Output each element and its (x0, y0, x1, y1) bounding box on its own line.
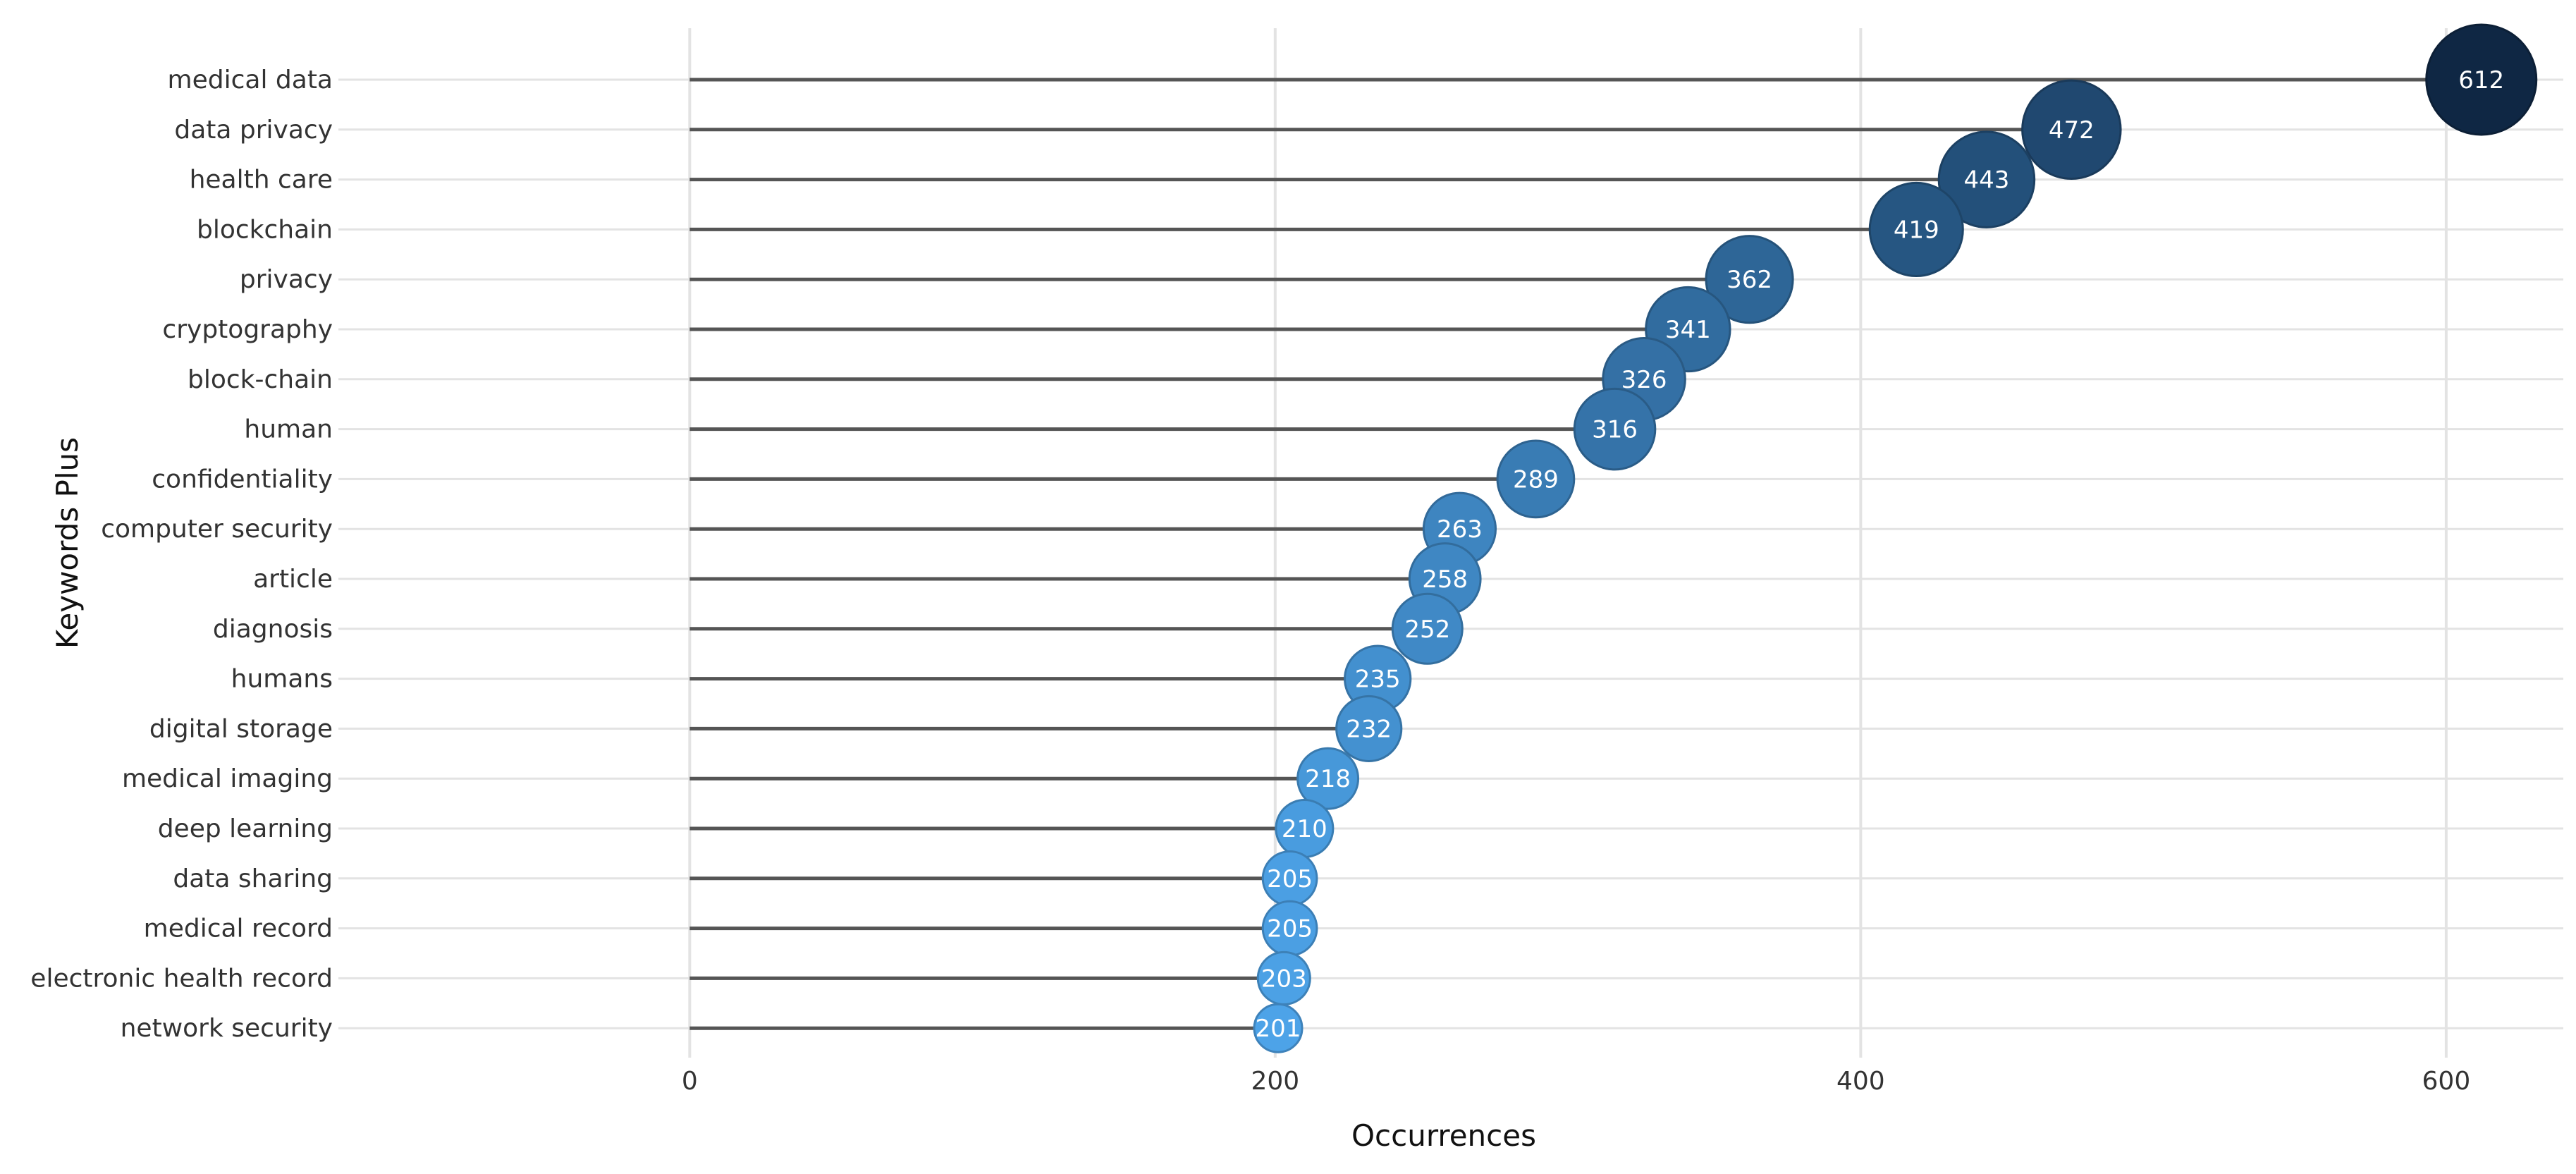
data-label: 201 (1256, 1015, 1301, 1043)
y-tick-label: block-chain (188, 365, 333, 394)
data-label: 235 (1355, 666, 1401, 694)
data-label: 232 (1346, 715, 1392, 743)
y-tick-label: medical data (168, 66, 333, 94)
y-tick-label: data privacy (174, 116, 333, 145)
lollipop-stems (689, 78, 2482, 1030)
data-label: 419 (1894, 216, 1939, 244)
y-tick-label: privacy (240, 265, 333, 294)
x-tick-label: 600 (2422, 1067, 2471, 1096)
y-tick-label: cryptography (162, 315, 333, 344)
data-label: 326 (1621, 366, 1667, 394)
y-axis-ticks: medical data data privacy health care block… (30, 66, 333, 1043)
data-label: 205 (1267, 915, 1313, 943)
x-axis-ticks: 0 200 400 600 (682, 1067, 2470, 1096)
x-tick-label: 0 (682, 1067, 698, 1096)
data-label: 218 (1305, 765, 1351, 793)
data-label: 341 (1665, 316, 1711, 344)
lollipop-dot (1496, 439, 1576, 519)
data-label: 210 (1282, 815, 1327, 843)
data-label: 263 (1437, 515, 1483, 544)
data-label: 612 (2458, 66, 2504, 94)
x-axis-title: Occurrences (1351, 1118, 1536, 1153)
lollipop-dot (1296, 747, 1360, 810)
y-tick-label: computer security (101, 515, 333, 544)
y-tick-label: humans (231, 665, 333, 694)
y-tick-label: article (253, 565, 333, 594)
lollipop-dot (2021, 79, 2122, 181)
data-label: 258 (1422, 565, 1468, 594)
y-tick-label: electronic health record (30, 964, 333, 993)
data-label: 443 (1963, 166, 2009, 195)
data-label: 472 (2049, 116, 2094, 145)
data-label: 203 (1261, 965, 1307, 993)
y-tick-label: blockchain (197, 215, 333, 244)
y-axis-title: Keywords Plus (50, 437, 85, 649)
y-tick-label: human (244, 415, 333, 444)
lollipop-dot (1253, 1003, 1304, 1053)
data-label: 205 (1267, 865, 1313, 893)
y-tick-label: diagnosis (213, 615, 333, 644)
lollipop-dot (1937, 130, 2036, 228)
lollipop-dot (1868, 181, 1964, 277)
y-tick-label: network security (121, 1014, 333, 1043)
data-label: 289 (1513, 465, 1559, 494)
data-label: 316 (1592, 416, 1638, 444)
lollipop-dot (2425, 23, 2538, 136)
lollipop-dot (1391, 592, 1464, 665)
data-label: 252 (1404, 616, 1450, 644)
y-tick-label: health care (190, 166, 333, 195)
y-tick-label: medical imaging (122, 764, 333, 793)
data-label: 362 (1726, 266, 1772, 294)
y-tick-label: deep learning (158, 814, 333, 843)
y-tick-label: digital storage (149, 714, 333, 743)
x-tick-label: 200 (1251, 1067, 1299, 1096)
x-tick-label: 400 (1836, 1067, 1885, 1096)
lollipop-dot (1705, 235, 1794, 324)
y-tick-label: medical record (144, 915, 333, 943)
y-tick-label: data sharing (173, 864, 333, 893)
lollipop-dot (1573, 387, 1657, 471)
y-tick-label: confidentiality (152, 465, 333, 494)
lollipop-dot (1335, 695, 1403, 762)
